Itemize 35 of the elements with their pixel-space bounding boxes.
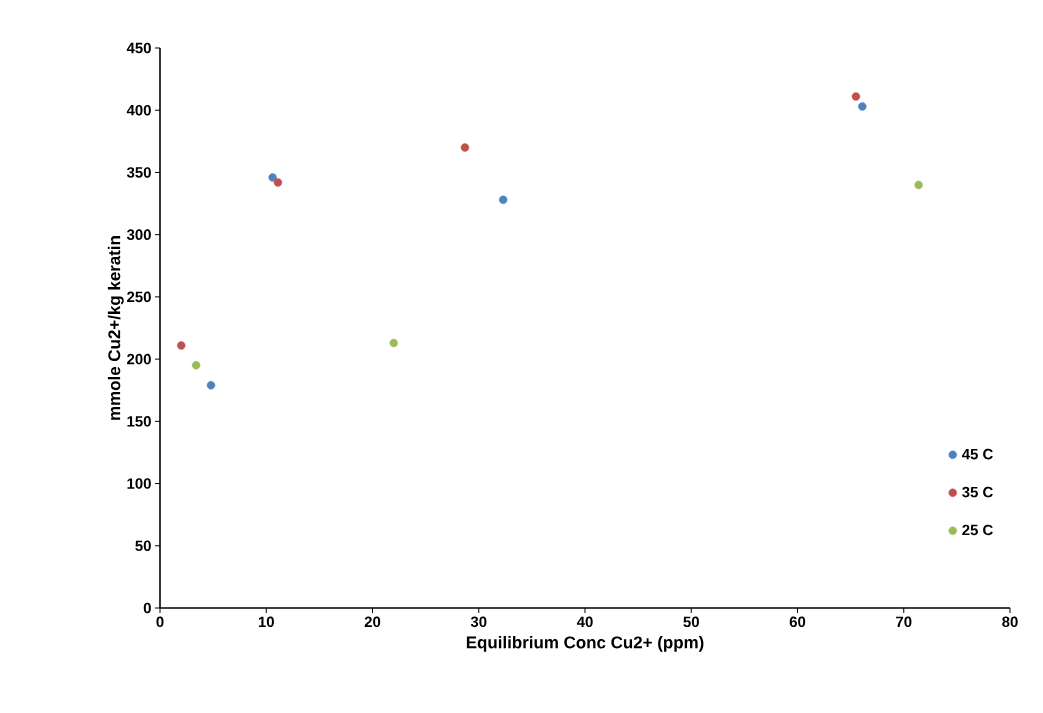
x-tick-label: 20 — [364, 616, 381, 628]
y-tick-label: 300 — [126, 229, 151, 240]
point — [389, 338, 398, 348]
y-tick-label: 200 — [127, 353, 151, 365]
point — [268, 173, 277, 182]
x-tick-label: 0 — [156, 616, 164, 628]
y-tick-label: 50 — [135, 540, 151, 552]
point — [191, 361, 201, 370]
y-tick-label: 0 — [143, 602, 151, 614]
y-tick-label: 150 — [127, 416, 151, 427]
point — [498, 195, 508, 205]
point — [273, 178, 283, 187]
legend-label: 35 C — [962, 486, 993, 498]
x-tick-label: 50 — [683, 616, 699, 628]
y-tick-label: 100 — [127, 478, 151, 489]
point — [177, 341, 186, 350]
y-tick-label: 400 — [126, 104, 151, 116]
x-tick-label: 10 — [258, 616, 274, 628]
x-tick-label: 60 — [789, 616, 806, 628]
y-tick-label: 450 — [126, 42, 151, 54]
point — [851, 92, 861, 101]
y-axis-title: mmole Cu2+/kg keratin — [107, 236, 124, 420]
legend-label: 25 C — [962, 524, 993, 536]
x-axis-title: Equilibrium Conc Cu2+ (ppm) — [466, 635, 704, 652]
x-tick-label: 30 — [470, 616, 487, 628]
point — [460, 143, 470, 152]
legend-label: 45 C — [961, 448, 993, 460]
point — [914, 180, 923, 190]
point — [858, 102, 867, 111]
y-tick-label: 350 — [126, 167, 151, 178]
x-tick-label: 70 — [896, 616, 912, 628]
x-tick-label: 40 — [576, 616, 593, 628]
point — [206, 381, 216, 390]
x-tick-label: 80 — [1002, 616, 1018, 628]
y-tick-label: 250 — [127, 291, 151, 303]
